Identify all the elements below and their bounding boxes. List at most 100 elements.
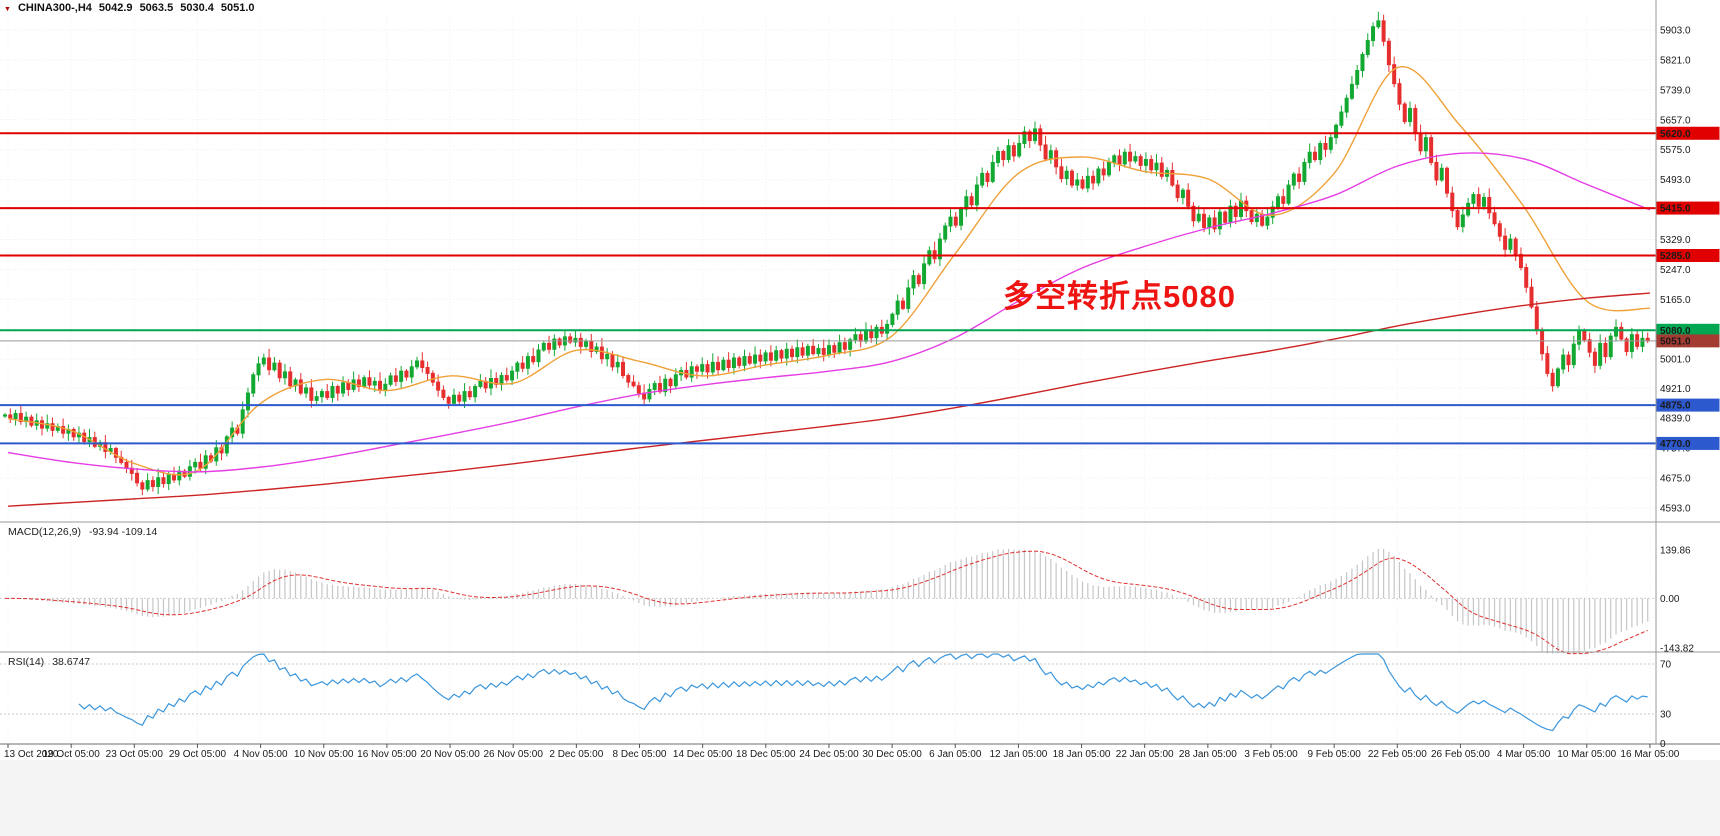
candle-up: [383, 383, 388, 392]
candle-up: [1555, 368, 1560, 387]
candle-up: [1561, 354, 1566, 370]
candle-down: [1492, 212, 1497, 225]
candle-up: [256, 363, 261, 376]
candle-up: [1122, 151, 1127, 165]
svg-text:4593.0: 4593.0: [1660, 504, 1691, 515]
candle-down: [1397, 83, 1402, 105]
candle-up: [541, 342, 546, 351]
rsi-value: 38.6747: [52, 656, 91, 668]
candle-up: [1371, 26, 1376, 42]
candle-down: [1149, 159, 1154, 171]
macd-panel[interactable]: [0, 548, 1656, 655]
svg-text:5285.0: 5285.0: [1660, 251, 1691, 262]
candle-down: [1518, 253, 1523, 269]
candle-down: [531, 356, 536, 363]
svg-text:0: 0: [1660, 739, 1666, 750]
candle-down: [1534, 306, 1539, 331]
candle-up: [774, 350, 779, 361]
candle-up: [166, 474, 171, 485]
ma-mid-magenta: [7, 152, 1651, 473]
date-label: 9 Feb 05:00: [1307, 749, 1361, 760]
rsi-name: RSI(14): [8, 656, 45, 668]
macd-name: MACD(12,26,9): [8, 526, 81, 538]
candle-up: [45, 423, 50, 429]
candle-up: [990, 161, 995, 182]
current-price-badge: [1656, 334, 1720, 348]
candle-up: [1275, 196, 1280, 208]
svg-text:4839.0: 4839.0: [1660, 414, 1691, 425]
candle-down: [1202, 213, 1207, 228]
candle-up: [615, 361, 620, 368]
candle-down: [367, 377, 372, 386]
candle-up: [974, 184, 979, 206]
candle-down: [599, 346, 604, 360]
candle-down: [172, 474, 177, 481]
date-label: 22 Jan 05:00: [1116, 749, 1174, 760]
candle-up: [1439, 167, 1444, 181]
rsi-label: RSI(14) 38.6747: [8, 656, 90, 668]
date-label: 8 Dec 05:00: [613, 749, 667, 760]
candle-up: [1022, 131, 1027, 144]
candle-up: [1017, 142, 1022, 157]
annotation-text[interactable]: 多空转折点5080: [1003, 279, 1236, 314]
candle-up: [1466, 202, 1471, 216]
candle-down: [1582, 330, 1587, 341]
candle-down: [1524, 267, 1529, 288]
candle-down: [298, 379, 303, 394]
candle-down: [1223, 211, 1228, 223]
candle-up: [1048, 150, 1053, 160]
candle-up: [943, 225, 948, 240]
date-label: 30 Dec 05:00: [862, 749, 922, 760]
grid-layer: [0, 14, 1656, 744]
candle-down: [1281, 196, 1286, 204]
rsi-panel[interactable]: [0, 653, 1656, 732]
candle-down: [1091, 175, 1096, 184]
candle-down: [737, 357, 742, 366]
candle-up: [282, 371, 287, 379]
candle-down: [436, 381, 441, 391]
candle-down: [161, 477, 166, 485]
candle-up: [1571, 343, 1576, 366]
candle-up: [1265, 216, 1270, 226]
svg-text:4875.0: 4875.0: [1660, 401, 1691, 412]
candle-down: [1170, 169, 1175, 186]
svg-text:70: 70: [1660, 660, 1672, 671]
rsi-axis[interactable]: 70 30 0: [1660, 660, 1672, 751]
candle-down: [1619, 326, 1624, 340]
date-label: 26 Nov 05:00: [483, 749, 543, 760]
candle-up: [1460, 214, 1465, 228]
candle-down: [1011, 145, 1016, 157]
candle-up: [1334, 124, 1339, 139]
candle-down: [1418, 132, 1423, 152]
svg-text:5415.0: 5415.0: [1660, 204, 1691, 215]
candle-down: [779, 350, 784, 359]
hlines-layer[interactable]: [0, 132, 1656, 445]
candle-down: [393, 375, 398, 382]
ma-fast-orange: [7, 65, 1650, 476]
candle-down: [557, 338, 562, 346]
candle-up: [906, 287, 911, 309]
candle-down: [50, 423, 55, 431]
candle-down: [198, 461, 203, 469]
candle-down: [150, 480, 155, 487]
candle-down: [430, 372, 435, 383]
macd-axis[interactable]: 139.86 0.00 -143.82: [1660, 546, 1694, 655]
price-badges-layer: 5620.0 5415.0 5285.0 5080.0 4875.0 4770.0 5051…: [1656, 126, 1720, 450]
candle-up: [816, 348, 821, 355]
candles-layer[interactable]: [3, 11, 1650, 496]
candle-up: [784, 348, 789, 359]
ohlc-high: 5063.5: [139, 2, 174, 14]
candle-up: [473, 385, 478, 398]
candle-down: [1476, 194, 1481, 207]
candle-up: [652, 383, 657, 390]
svg-text:5620.0: 5620.0: [1660, 129, 1691, 140]
candle-down: [378, 380, 383, 392]
candle-up: [795, 347, 800, 358]
symbol-marker-icon: ▼: [4, 5, 11, 13]
rsi-line: [78, 653, 1648, 732]
svg-text:0.00: 0.00: [1660, 594, 1680, 605]
date-label: 6 Jan 05:00: [929, 749, 982, 760]
